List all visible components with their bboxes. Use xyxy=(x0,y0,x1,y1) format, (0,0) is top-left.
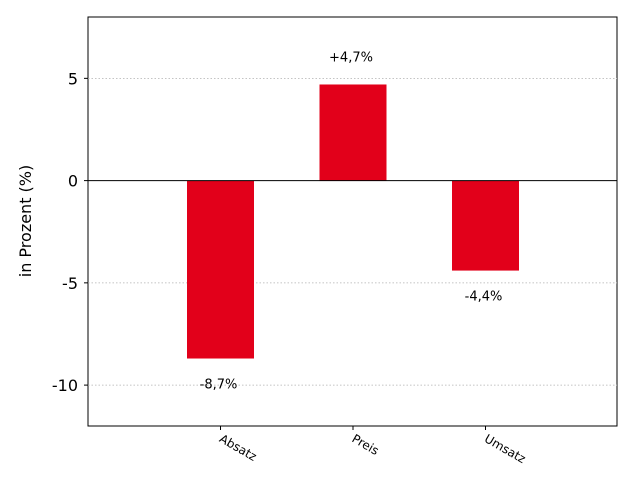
grid-lines xyxy=(88,77,617,386)
x-axis-ticks: Absatz Preis Umsatz xyxy=(217,426,528,466)
y-tick-label: -10 xyxy=(52,376,78,395)
x-tick-label-preis: Preis xyxy=(350,431,382,457)
data-labels: -8,7% +4,7% -4,4% xyxy=(200,50,503,392)
x-tick-label-umsatz: Umsatz xyxy=(482,431,528,466)
y-axis-ticks: 5 0 -5 -10 xyxy=(52,69,88,395)
data-label-preis: +4,7% xyxy=(329,50,373,65)
bars xyxy=(187,84,519,359)
y-tick-label: -5 xyxy=(62,274,78,293)
y-axis-title: in Prozent (%) xyxy=(16,165,35,277)
bar-umsatz xyxy=(452,180,519,271)
data-label-umsatz: -4,4% xyxy=(465,290,503,305)
y-tick-label: 5 xyxy=(68,69,78,88)
x-tick-label-absatz: Absatz xyxy=(217,431,259,463)
y-tick-label: 0 xyxy=(68,172,78,191)
bar-preis xyxy=(319,84,387,181)
data-label-absatz: -8,7% xyxy=(200,378,238,393)
bar-absatz xyxy=(187,180,254,359)
plot-area xyxy=(87,16,618,427)
